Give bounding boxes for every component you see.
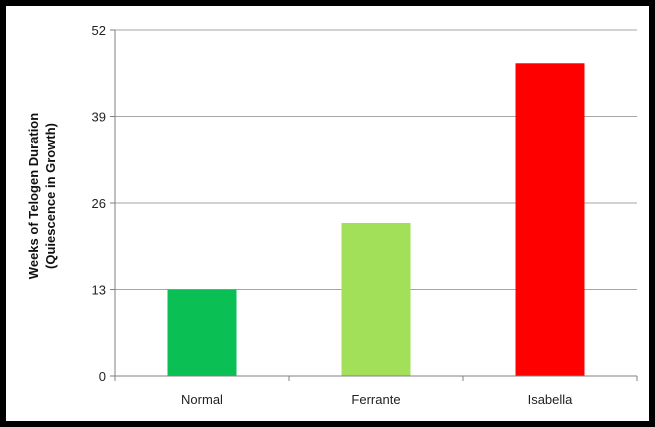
y-axis-label: Weeks of Telogen Duration (Quiescence in… [26, 113, 58, 279]
bar-isabella [515, 63, 585, 377]
y-tick-labels: 0 13 26 39 52 [92, 23, 106, 384]
y-axis-label-line2: (Quiescence in Growth) [43, 123, 58, 269]
x-tick-labels: Normal Ferrante Isabella [181, 392, 573, 407]
bar-normal [167, 289, 237, 376]
bar-ferrante [341, 222, 411, 376]
x-tick-label: Normal [181, 392, 223, 407]
y-tick-label: 39 [92, 110, 106, 125]
y-tick-label: 13 [92, 283, 106, 298]
x-tick-label: Ferrante [351, 392, 400, 407]
bars [167, 63, 585, 377]
y-axis-label-line1: Weeks of Telogen Duration [26, 113, 41, 279]
y-tick-label: 52 [92, 23, 106, 38]
axes [114, 30, 638, 381]
y-tick-label: 26 [92, 196, 106, 211]
y-tick-label: 0 [99, 369, 106, 384]
x-tick-label: Isabella [528, 392, 574, 407]
